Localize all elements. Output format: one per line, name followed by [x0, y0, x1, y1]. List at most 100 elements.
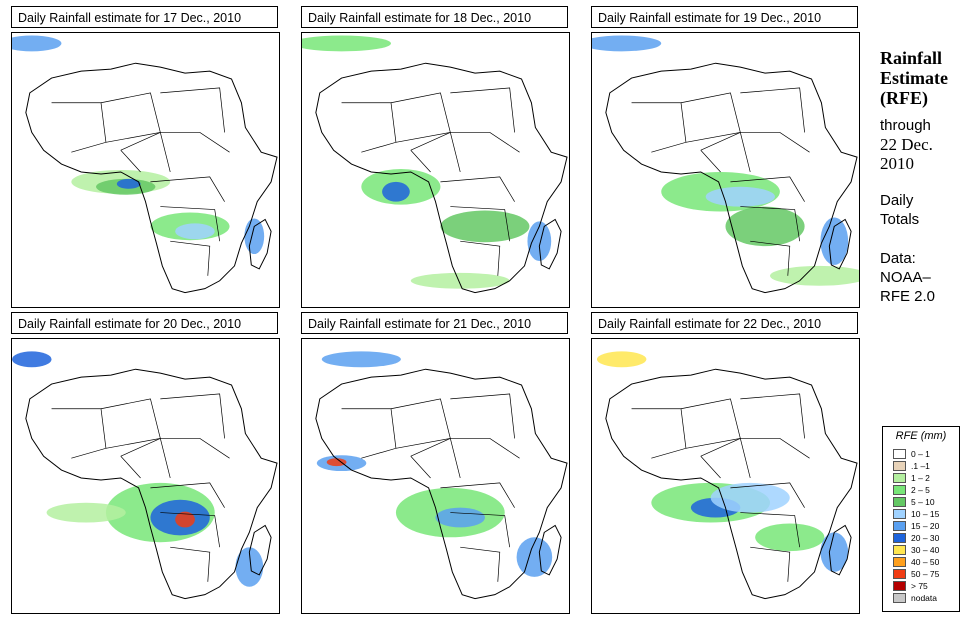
country-border	[631, 102, 687, 153]
legend-swatch	[893, 509, 906, 519]
side-title-line: (RFE)	[880, 88, 928, 108]
map-panel: Daily Rainfall estimate for 22 Dec., 201…	[591, 312, 860, 614]
madagascar-outline	[538, 524, 562, 576]
country-border	[740, 206, 801, 242]
legend-label: 15 – 20	[911, 521, 940, 531]
legend-swatch	[893, 545, 906, 555]
country-border	[730, 482, 805, 508]
map-panel: Daily Rainfall estimate for 18 Dec., 201…	[301, 6, 570, 308]
country-border	[700, 149, 721, 173]
map-svg	[12, 35, 278, 294]
africa-coastline	[25, 62, 278, 294]
country-border	[51, 408, 107, 459]
country-border	[410, 455, 431, 479]
legend-label: .1 –1	[911, 461, 930, 471]
legend-swatch	[893, 593, 906, 603]
legend-label: 50 – 75	[911, 569, 940, 579]
country-border	[450, 512, 511, 548]
rainfall-map	[11, 32, 280, 308]
map-svg	[12, 351, 278, 600]
panel-title: Daily Rainfall estimate for 22 Dec., 201…	[591, 312, 858, 334]
rainfall-area	[12, 351, 52, 368]
rainfall-area	[326, 458, 347, 467]
madagascar-outline	[828, 218, 852, 270]
country-border	[120, 455, 141, 479]
data-source-line: NOAA–	[880, 269, 931, 286]
legend-swatch	[893, 497, 906, 507]
rainfall-area	[440, 210, 530, 243]
country-border	[680, 398, 741, 457]
legend-swatch	[893, 521, 906, 531]
country-border	[450, 87, 515, 133]
country-border	[440, 482, 515, 508]
rainfall-area	[770, 265, 859, 286]
legend-label: 40 – 50	[911, 557, 940, 567]
country-border	[390, 92, 451, 151]
rainfall-area	[596, 351, 647, 368]
country-border	[150, 176, 225, 202]
end-date-line: 2010	[880, 154, 914, 173]
rainfall-area	[710, 482, 790, 513]
legend-swatch	[893, 461, 906, 471]
country-border	[631, 408, 687, 459]
rainfall-area	[410, 272, 510, 289]
panel-title: Daily Rainfall estimate for 17 Dec., 201…	[11, 6, 278, 28]
country-border	[341, 408, 397, 459]
country-border	[170, 240, 211, 276]
panel-title: Daily Rainfall estimate for 20 Dec., 201…	[11, 312, 278, 334]
rainfall-area	[175, 223, 215, 240]
country-border	[410, 149, 431, 173]
country-border	[685, 438, 751, 479]
map-panel: Daily Rainfall estimate for 17 Dec., 201…	[11, 6, 280, 308]
country-border	[160, 393, 225, 439]
rainfall-area	[175, 511, 195, 528]
country-border	[390, 398, 451, 457]
country-border	[440, 176, 515, 202]
country-border	[750, 546, 791, 582]
africa-coastline	[315, 62, 568, 294]
country-border	[100, 92, 161, 151]
rainfall-area	[382, 181, 410, 202]
legend-label: 1 – 2	[911, 473, 930, 483]
country-border	[160, 206, 221, 242]
country-border	[740, 393, 805, 439]
legend-swatch	[893, 569, 906, 579]
country-border	[750, 240, 791, 276]
africa-coastline	[605, 62, 858, 294]
map-svg	[596, 351, 858, 600]
country-border	[740, 132, 810, 153]
country-border	[51, 102, 107, 153]
legend-label: > 75	[911, 581, 928, 591]
country-border	[341, 102, 397, 153]
legend-label: 30 – 40	[911, 545, 940, 555]
map-panel: Daily Rainfall estimate for 19 Dec., 201…	[591, 6, 860, 308]
legend: RFE (mm) 0 – 1 .1 –1 1 – 2 2 – 5 5 – 10 …	[882, 426, 960, 612]
country-border	[395, 132, 461, 173]
madagascar-outline	[828, 524, 852, 576]
country-border	[160, 87, 225, 133]
africa-coastline	[605, 368, 858, 600]
rainfall-area	[820, 217, 849, 265]
country-border	[685, 132, 751, 173]
side-title-line: Rainfall	[880, 48, 943, 68]
legend-label: 0 – 1	[911, 449, 930, 459]
madagascar-outline	[248, 218, 272, 270]
data-source-line: Data:	[880, 250, 916, 267]
country-border	[460, 240, 501, 276]
rainfall-map	[301, 32, 570, 308]
rainfall-area	[12, 35, 62, 52]
rainfall-map	[591, 338, 860, 614]
rainfall-area	[244, 218, 265, 255]
end-date: 22 Dec. 2010	[880, 135, 964, 173]
legend-swatch	[893, 557, 906, 567]
country-border	[740, 87, 805, 133]
rainfall-area	[705, 186, 775, 207]
daily-totals-line: Daily	[880, 192, 914, 209]
rainfall-area	[235, 547, 264, 587]
country-border	[450, 393, 515, 439]
country-border	[395, 438, 461, 479]
rainfall-map	[301, 338, 570, 614]
map-panel: Daily Rainfall estimate for 20 Dec., 201…	[11, 312, 280, 614]
country-border	[700, 455, 721, 479]
rainfall-area	[302, 35, 391, 52]
